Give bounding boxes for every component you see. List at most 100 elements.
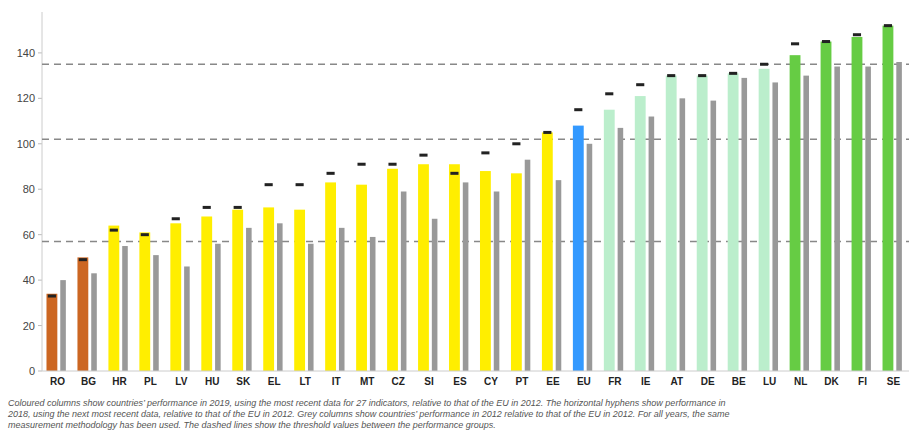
bar-2019 — [77, 257, 88, 371]
marker-2018 — [791, 42, 799, 45]
marker-2018 — [884, 24, 892, 27]
y-tick-label: 100 — [17, 138, 35, 150]
bar-2019 — [883, 26, 894, 371]
bar-2012 — [741, 78, 747, 371]
y-tick-label: 60 — [23, 229, 35, 241]
x-tick-label: LV — [175, 376, 187, 387]
y-tick — [38, 52, 42, 53]
marker-2018 — [234, 206, 242, 209]
marker-2018 — [327, 172, 335, 175]
bar-2012 — [680, 98, 686, 371]
marker-2018 — [172, 217, 180, 220]
bar-2019 — [511, 173, 522, 371]
marker-2018 — [636, 83, 644, 86]
bar-2019 — [449, 164, 460, 371]
threshold-line — [42, 64, 909, 65]
y-tick — [38, 98, 42, 99]
y-tick-label: 120 — [17, 92, 35, 104]
bar-2019 — [387, 169, 398, 371]
y-tick — [38, 280, 42, 281]
bar-2019 — [480, 171, 491, 371]
marker-2018 — [357, 163, 365, 166]
x-tick-label: DK — [824, 376, 839, 387]
bar-2012 — [153, 255, 159, 371]
x-tick-label: CY — [484, 376, 498, 387]
bar-2019 — [573, 126, 584, 371]
y-tick — [38, 234, 42, 235]
y-tick — [38, 189, 42, 190]
y-axis: 020406080100120140 — [17, 12, 42, 377]
bar-2019 — [728, 73, 739, 371]
marker-2018 — [450, 172, 458, 175]
marker-2018 — [698, 74, 706, 77]
y-tick — [38, 143, 42, 144]
bar-2019 — [635, 96, 646, 371]
bar-2019 — [821, 42, 832, 371]
bar-2012 — [896, 62, 902, 371]
bar-2019 — [697, 76, 708, 371]
marker-2018 — [48, 295, 56, 298]
x-tick-label: PT — [516, 376, 529, 387]
x-tick-label: EL — [268, 376, 281, 387]
x-tick-label: HR — [112, 376, 127, 387]
bar-2012 — [277, 223, 283, 371]
footnote: Coloured columns show countries’ perform… — [7, 398, 729, 430]
bar-2012 — [339, 228, 345, 371]
bar-2019 — [542, 132, 553, 371]
x-tick-label: MT — [360, 376, 374, 387]
bar-2012 — [525, 160, 531, 371]
bar-2012 — [308, 244, 314, 371]
bar-2012 — [494, 192, 500, 372]
x-tick-label: DE — [701, 376, 715, 387]
x-tick-label: HU — [205, 376, 219, 387]
x-tick-label: SK — [236, 376, 251, 387]
chart: 020406080100120140ROBGHRPLLVHUSKELLTITMT… — [0, 0, 919, 436]
x-tick-label: FR — [608, 376, 622, 387]
bar-2012 — [649, 117, 655, 371]
bar-2012 — [463, 182, 469, 371]
footnote-line: measurement methodology has been used. T… — [8, 420, 496, 430]
x-tick-label: BE — [732, 376, 746, 387]
marker-2018 — [296, 183, 304, 186]
bar-2012 — [803, 76, 809, 371]
bar-2019 — [852, 37, 863, 371]
footnote-line: Coloured columns show countries’ perform… — [8, 398, 725, 408]
bar-2019 — [108, 226, 119, 371]
x-tick-label: ES — [453, 376, 467, 387]
x-tick-label: IT — [332, 376, 341, 387]
bar-2012 — [184, 266, 190, 371]
bar-2012 — [865, 67, 871, 371]
bar-2019 — [294, 210, 305, 371]
marker-2018 — [481, 151, 489, 154]
bar-2019 — [759, 69, 770, 371]
marker-2018 — [141, 233, 149, 236]
marker-2018 — [605, 92, 613, 95]
marker-2018 — [79, 258, 87, 261]
marker-2018 — [203, 206, 211, 209]
x-tick-label: CZ — [391, 376, 404, 387]
bar-2019 — [201, 216, 212, 371]
y-tick-label: 80 — [23, 183, 35, 195]
x-axis: ROBGHRPLLVHUSKELLTITMTCZSIESCYPTEEEUFRIE… — [50, 376, 901, 387]
bar-2019 — [356, 185, 367, 371]
x-tick-label: BG — [81, 376, 96, 387]
y-tick — [38, 325, 42, 326]
y-tick-label: 0 — [29, 365, 35, 377]
bar-2019 — [170, 223, 181, 371]
x-tick-label: RO — [50, 376, 65, 387]
x-tick-label: SI — [424, 376, 434, 387]
y-tick — [38, 371, 42, 372]
bar-2012 — [91, 273, 97, 371]
marker-2018 — [574, 108, 582, 111]
bar-2012 — [215, 244, 221, 371]
x-tick-label: FI — [858, 376, 867, 387]
bar-2019 — [232, 210, 243, 371]
marker-2018 — [760, 63, 768, 66]
bar-2019 — [46, 294, 57, 371]
x-tick-label: IE — [641, 376, 651, 387]
bar-2019 — [418, 164, 429, 371]
marker-2018 — [543, 131, 551, 134]
bar-2019 — [666, 76, 677, 371]
footnote-line: 2018, using the next most recent data, r… — [7, 409, 729, 419]
y-tick-label: 20 — [23, 320, 35, 332]
